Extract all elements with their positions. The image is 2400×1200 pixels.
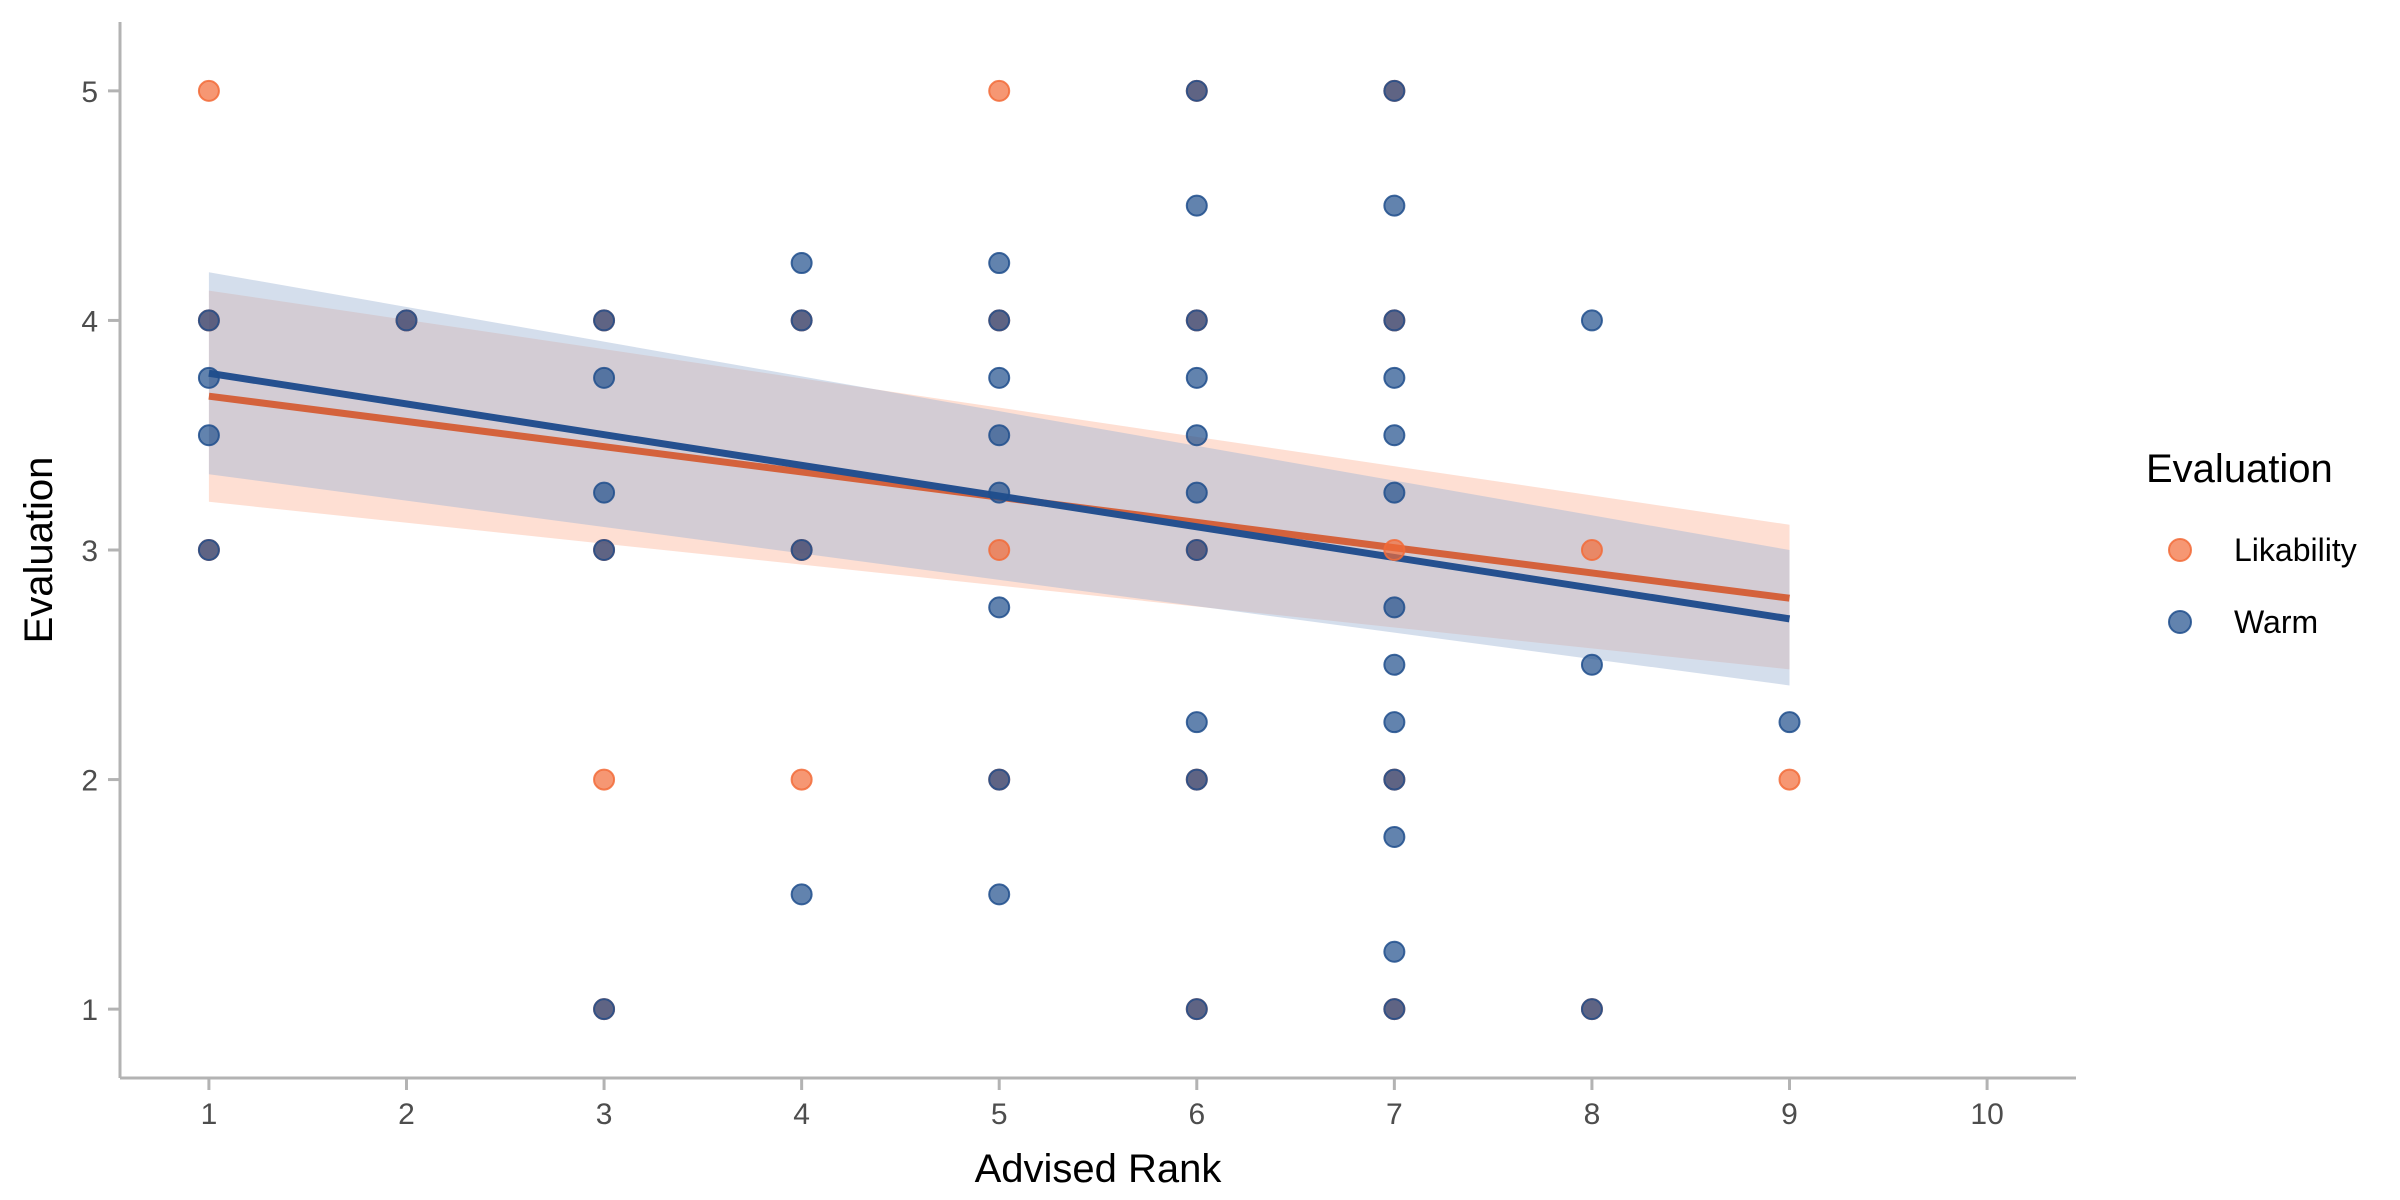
warm-point bbox=[1185, 366, 1208, 389]
y-axis-title: Evaluation bbox=[17, 457, 61, 644]
legend: Evaluation Likability Warm bbox=[2146, 447, 2357, 640]
likability-point bbox=[593, 768, 616, 791]
warm-point bbox=[1383, 940, 1406, 963]
warm-point bbox=[1383, 653, 1406, 676]
warm-point bbox=[1185, 309, 1208, 332]
warm-point bbox=[1580, 309, 1603, 332]
warm-point bbox=[988, 252, 1011, 275]
warm-point bbox=[1580, 998, 1603, 1021]
y-axis-ticks: 1 2 3 4 5 bbox=[81, 76, 120, 1027]
warm-point bbox=[790, 539, 813, 561]
likability-legend-key bbox=[2168, 538, 2192, 562]
warm-point bbox=[1580, 653, 1603, 676]
warm-point bbox=[1185, 711, 1208, 734]
x-tick-label: 10 bbox=[1970, 1098, 2003, 1131]
warm-point bbox=[1185, 79, 1208, 102]
likability-point bbox=[1383, 539, 1406, 561]
warm-point bbox=[988, 424, 1011, 447]
warm-point bbox=[1383, 711, 1406, 734]
warm-point bbox=[593, 998, 616, 1021]
warm-point bbox=[1185, 481, 1208, 504]
likability-point bbox=[988, 79, 1011, 102]
x-tick-label: 2 bbox=[398, 1098, 415, 1131]
y-tick-label: 5 bbox=[81, 76, 98, 109]
warm-point bbox=[1185, 539, 1208, 561]
warm-point bbox=[1185, 768, 1208, 791]
warm-point bbox=[197, 424, 220, 447]
warm-point bbox=[1778, 711, 1801, 734]
x-tick-label: 8 bbox=[1584, 1098, 1601, 1131]
likability-point bbox=[1778, 768, 1801, 791]
warm-point bbox=[593, 366, 616, 389]
legend-label: Warm bbox=[2234, 604, 2318, 640]
warm-point bbox=[988, 366, 1011, 389]
warm-confidence-band bbox=[208, 272, 1790, 686]
data-points bbox=[197, 79, 1801, 1021]
x-axis-ticks: 1 2 3 4 5 6 7 8 9 10 bbox=[201, 1078, 2004, 1131]
warm-point bbox=[197, 309, 220, 332]
warm-point bbox=[790, 252, 813, 275]
warm-point bbox=[1185, 998, 1208, 1021]
warm-point bbox=[395, 309, 418, 332]
warm-point bbox=[593, 539, 616, 561]
y-tick-label: 3 bbox=[81, 535, 98, 568]
legend-label: Likability bbox=[2234, 532, 2357, 568]
likability-point bbox=[197, 79, 220, 102]
warm-point bbox=[593, 309, 616, 332]
warm-point bbox=[197, 539, 220, 561]
warm-point bbox=[1383, 998, 1406, 1021]
warm-point bbox=[1383, 194, 1406, 217]
warm-legend-key bbox=[2168, 610, 2192, 634]
warm-point bbox=[1185, 194, 1208, 217]
x-axis-title: Advised Rank bbox=[975, 1147, 1223, 1191]
x-tick-label: 1 bbox=[201, 1098, 218, 1131]
legend-items: Likability Warm bbox=[2168, 532, 2357, 640]
warm-point bbox=[1383, 825, 1406, 848]
legend-title: Evaluation bbox=[2146, 447, 2333, 491]
warm-point bbox=[1383, 79, 1406, 102]
axes: 1 2 3 4 5 6 7 8 9 10 1 2 3 4 5 bbox=[81, 22, 2076, 1131]
y-tick-label: 2 bbox=[81, 765, 98, 798]
x-tick-label: 9 bbox=[1781, 1098, 1798, 1131]
warm-point bbox=[988, 768, 1011, 791]
warm-point bbox=[790, 309, 813, 332]
warm-point bbox=[988, 309, 1011, 332]
warm-point bbox=[1383, 309, 1406, 332]
warm-point bbox=[988, 883, 1011, 906]
warm-point bbox=[1383, 424, 1406, 447]
warm-point bbox=[1383, 768, 1406, 791]
confidence-ribbons bbox=[208, 272, 1790, 686]
likability-point bbox=[1580, 539, 1603, 561]
x-tick-label: 7 bbox=[1386, 1098, 1403, 1131]
warm-point bbox=[1383, 366, 1406, 389]
x-tick-label: 4 bbox=[793, 1098, 810, 1131]
x-tick-label: 5 bbox=[991, 1098, 1008, 1131]
warm-point bbox=[790, 883, 813, 906]
likability-point bbox=[790, 768, 813, 791]
warm-point bbox=[593, 481, 616, 504]
likability-point bbox=[988, 539, 1011, 561]
warm-point bbox=[1185, 424, 1208, 447]
warm-point bbox=[988, 596, 1011, 619]
warm-point bbox=[1383, 481, 1406, 504]
warm-point bbox=[197, 366, 220, 389]
warm-point bbox=[1383, 596, 1406, 619]
x-tick-label: 6 bbox=[1188, 1098, 1205, 1131]
x-tick-label: 3 bbox=[596, 1098, 613, 1131]
warm-point bbox=[988, 481, 1011, 504]
y-tick-label: 4 bbox=[81, 305, 98, 338]
y-tick-label: 1 bbox=[81, 994, 98, 1027]
